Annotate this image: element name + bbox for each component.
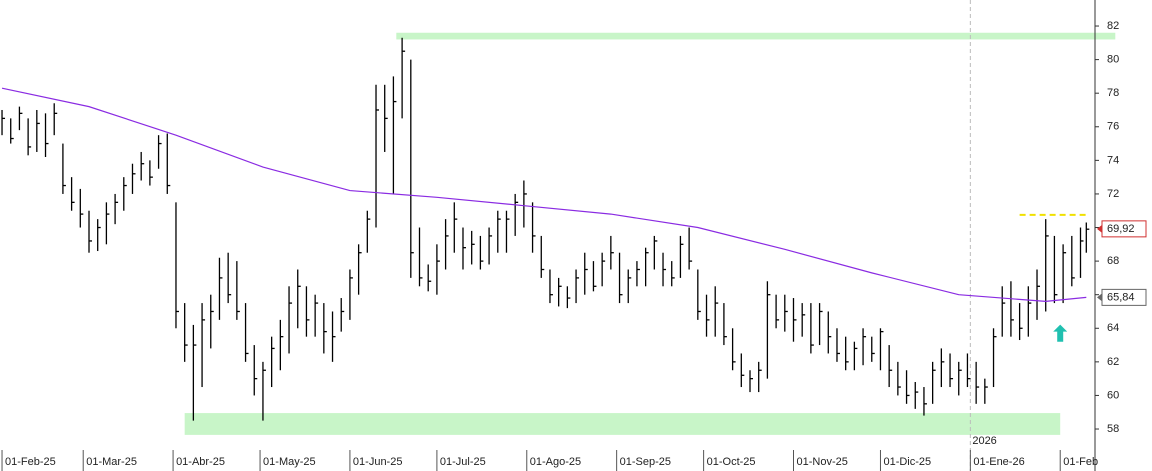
year-label: 2026 <box>972 435 996 447</box>
x-tick-label: 01-Feb-25 <box>5 456 56 468</box>
x-tick-label: 01-Ago-25 <box>530 456 581 468</box>
x-tick-label: 01-Ene-26 <box>973 456 1024 468</box>
moving-average <box>1 87 1087 303</box>
price-label-box <box>1101 220 1147 238</box>
price-label: 69,92 <box>1107 223 1135 235</box>
y-tick-label: 74 <box>1107 154 1119 166</box>
y-tick-label: 76 <box>1107 121 1119 133</box>
x-tick-label: 01-May-25 <box>263 456 316 468</box>
price-pointer <box>1097 224 1102 233</box>
x-tick-label: 01-Oct-25 <box>707 456 756 468</box>
y-tick-label: 78 <box>1107 87 1119 99</box>
y-tick-label: 80 <box>1107 54 1119 66</box>
x-tick-label: 01-Sep-25 <box>620 456 671 468</box>
support-band <box>184 413 1061 435</box>
price-label: 65,84 <box>1107 291 1135 303</box>
y-tick-label: 68 <box>1107 255 1119 267</box>
x-tick-label: 01-Jun-25 <box>353 456 403 468</box>
x-tick-label: 01-Feb <box>1063 456 1098 468</box>
price-pointer <box>1097 293 1102 302</box>
x-tick-label: 01-Mar-25 <box>86 456 137 468</box>
x-tick-label: 01-Jul-25 <box>440 456 486 468</box>
signal-arrow <box>1053 324 1068 342</box>
x-tick-label: 01-Nov-25 <box>796 456 847 468</box>
price-label-box <box>1101 288 1147 306</box>
y-tick-label: 64 <box>1107 322 1119 334</box>
x-tick-label: 01-Dic-25 <box>883 456 931 468</box>
x-tick-label: 01-Abr-25 <box>176 456 225 468</box>
resistance-band <box>396 32 1116 40</box>
y-tick-label: 72 <box>1107 188 1119 200</box>
y-tick-label: 82 <box>1107 20 1119 32</box>
y-tick-label: 62 <box>1107 356 1119 368</box>
y-tick-label: 60 <box>1107 389 1119 401</box>
y-tick-label: 58 <box>1107 423 1119 435</box>
